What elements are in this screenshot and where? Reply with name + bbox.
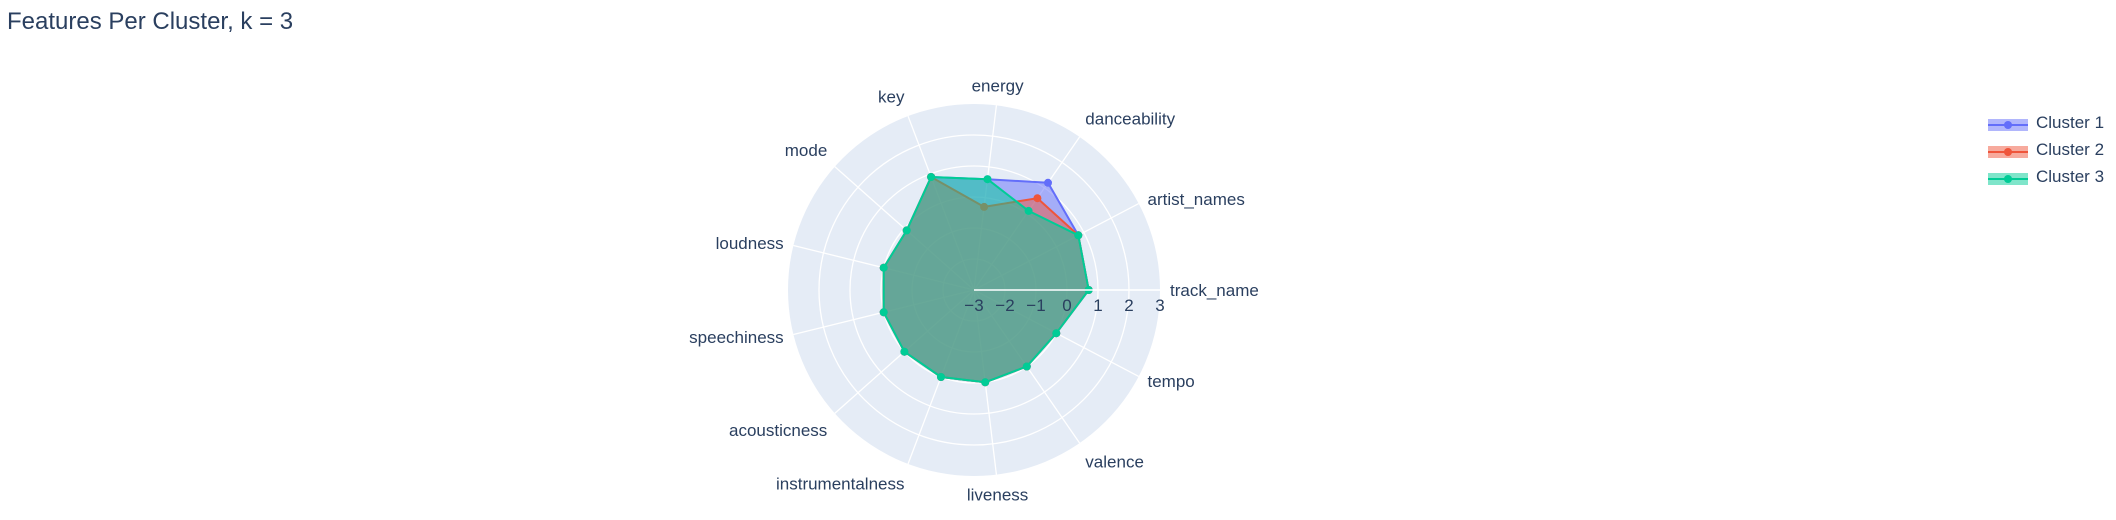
angular-label-track-name: track_name — [1170, 281, 1259, 300]
legend-swatch-cluster-3 — [1988, 173, 2028, 185]
radial-tick-label: −1 — [1026, 296, 1045, 315]
chart-title: Features Per Cluster, k = 3 — [7, 8, 294, 35]
angular-label-loudness: loudness — [716, 234, 784, 253]
angular-label-instrumentalness: instrumentalness — [776, 474, 905, 493]
angular-label-acousticness: acousticness — [729, 421, 827, 440]
data-point[interactable] — [879, 308, 888, 317]
legend-swatch-cluster-2 — [1988, 146, 2028, 158]
data-point[interactable] — [900, 347, 909, 356]
angular-axis-labels: track_name artist_names danceability energy… — [689, 76, 1259, 504]
legend-label: Cluster 2 — [2036, 140, 2105, 159]
legend-label: Cluster 1 — [2036, 113, 2105, 132]
angular-label-energy: energy — [972, 76, 1024, 95]
data-point[interactable] — [981, 378, 990, 387]
angular-label-artist-names: artist_names — [1148, 190, 1245, 209]
radial-tick-label: 3 — [1155, 296, 1164, 315]
data-point[interactable] — [1044, 178, 1052, 187]
angular-label-mode: mode — [785, 141, 828, 160]
radial-axis: −3 −2 −1 0 1 2 3 — [964, 289, 1165, 315]
angular-label-liveness: liveness — [967, 486, 1028, 505]
data-point[interactable] — [1022, 362, 1031, 371]
legend-swatch-cluster-1 — [1988, 119, 2028, 131]
angular-label-danceability: danceability — [1085, 110, 1175, 129]
angular-label-tempo: tempo — [1148, 372, 1195, 391]
data-point[interactable] — [927, 173, 936, 181]
radial-tick-label: 1 — [1093, 296, 1102, 315]
series-layer — [879, 173, 1093, 387]
radial-tick-label: −3 — [964, 296, 983, 315]
data-point[interactable] — [983, 175, 992, 184]
angular-label-valence: valence — [1085, 452, 1144, 471]
legend-item-cluster-2[interactable]: Cluster 2 — [1986, 138, 2116, 165]
legend-item-cluster-1[interactable]: Cluster 1 — [1986, 111, 2116, 138]
angular-label-speechiness: speechiness — [689, 328, 784, 347]
series-3 — [879, 173, 1093, 387]
radial-tick-label: 2 — [1124, 296, 1133, 315]
angular-label-key: key — [878, 88, 905, 107]
radial-tick-label: −2 — [995, 296, 1014, 315]
legend-item-cluster-3[interactable]: Cluster 3 — [1986, 165, 2116, 192]
data-point[interactable] — [1024, 206, 1033, 215]
data-point[interactable] — [902, 226, 911, 235]
series-area-3 — [882, 176, 1090, 384]
legend: Cluster 1 Cluster 2 Cluster 3 — [1986, 111, 2116, 192]
radial-tick-label: 0 — [1062, 296, 1071, 315]
data-point[interactable] — [937, 373, 945, 381]
data-point[interactable] — [1052, 329, 1061, 338]
data-point[interactable] — [879, 263, 888, 272]
legend-label: Cluster 3 — [2036, 167, 2105, 186]
data-point[interactable] — [1033, 194, 1042, 203]
data-point[interactable] — [1074, 231, 1083, 240]
